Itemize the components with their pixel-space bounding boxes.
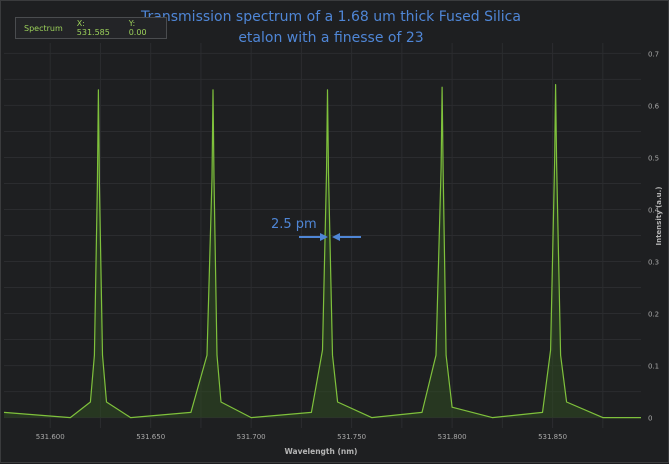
series-layer — [3, 84, 641, 419]
y-tick-label: 0.7 — [648, 50, 659, 58]
y-tick-labels: 0 0.1 0.2 0.3 0.4 0.5 0.6 0.7 — [648, 50, 660, 422]
legend-x-readout: X: 531.585 — [76, 19, 110, 37]
x-tick-labels: 531.600 531.650 531.700 531.750 531.800 531.8… — [36, 433, 567, 441]
x-tick-label: 531.850 — [538, 433, 567, 441]
legend-y-readout: Y: 0.00 — [128, 19, 147, 37]
x-tick-label: 531.800 — [438, 433, 467, 441]
y-tick-label: 0.3 — [648, 259, 659, 267]
arrow-right-head — [332, 233, 340, 241]
x-tick-label: 531.600 — [36, 433, 65, 441]
x-tick-label: 531.650 — [136, 433, 165, 441]
legend: Spectrum X: 531.585 Y: 0.00 — [15, 17, 167, 39]
annotation-label: 2.5 pm — [271, 217, 317, 232]
series-line-0 — [3, 84, 641, 419]
y-tick-label: 0 — [648, 415, 652, 423]
arrow-left-head — [320, 233, 328, 241]
chart-title-line-1: Transmission spectrum of a 1.68 um thick… — [141, 9, 521, 25]
y-tick-label: 0.2 — [648, 311, 659, 319]
x-tick-label: 531.750 — [337, 433, 366, 441]
legend-series-name: Spectrum — [24, 23, 63, 33]
x-axis-label: Wavelength (nm) — [285, 447, 358, 456]
y-tick-label: 0.4 — [648, 206, 660, 214]
y-tick-label: 0.1 — [648, 363, 659, 371]
x-tick-label: 531.700 — [237, 433, 266, 441]
y-tick-label: 0.6 — [648, 102, 660, 110]
y-axis-label: Intensity (a.u.) — [655, 186, 663, 245]
series-area-0 — [4, 84, 641, 418]
chart-title-line-2: etalon with a finesse of 23 — [238, 30, 424, 46]
annotation-arrows — [299, 233, 361, 241]
y-tick-label: 0.5 — [648, 154, 659, 162]
